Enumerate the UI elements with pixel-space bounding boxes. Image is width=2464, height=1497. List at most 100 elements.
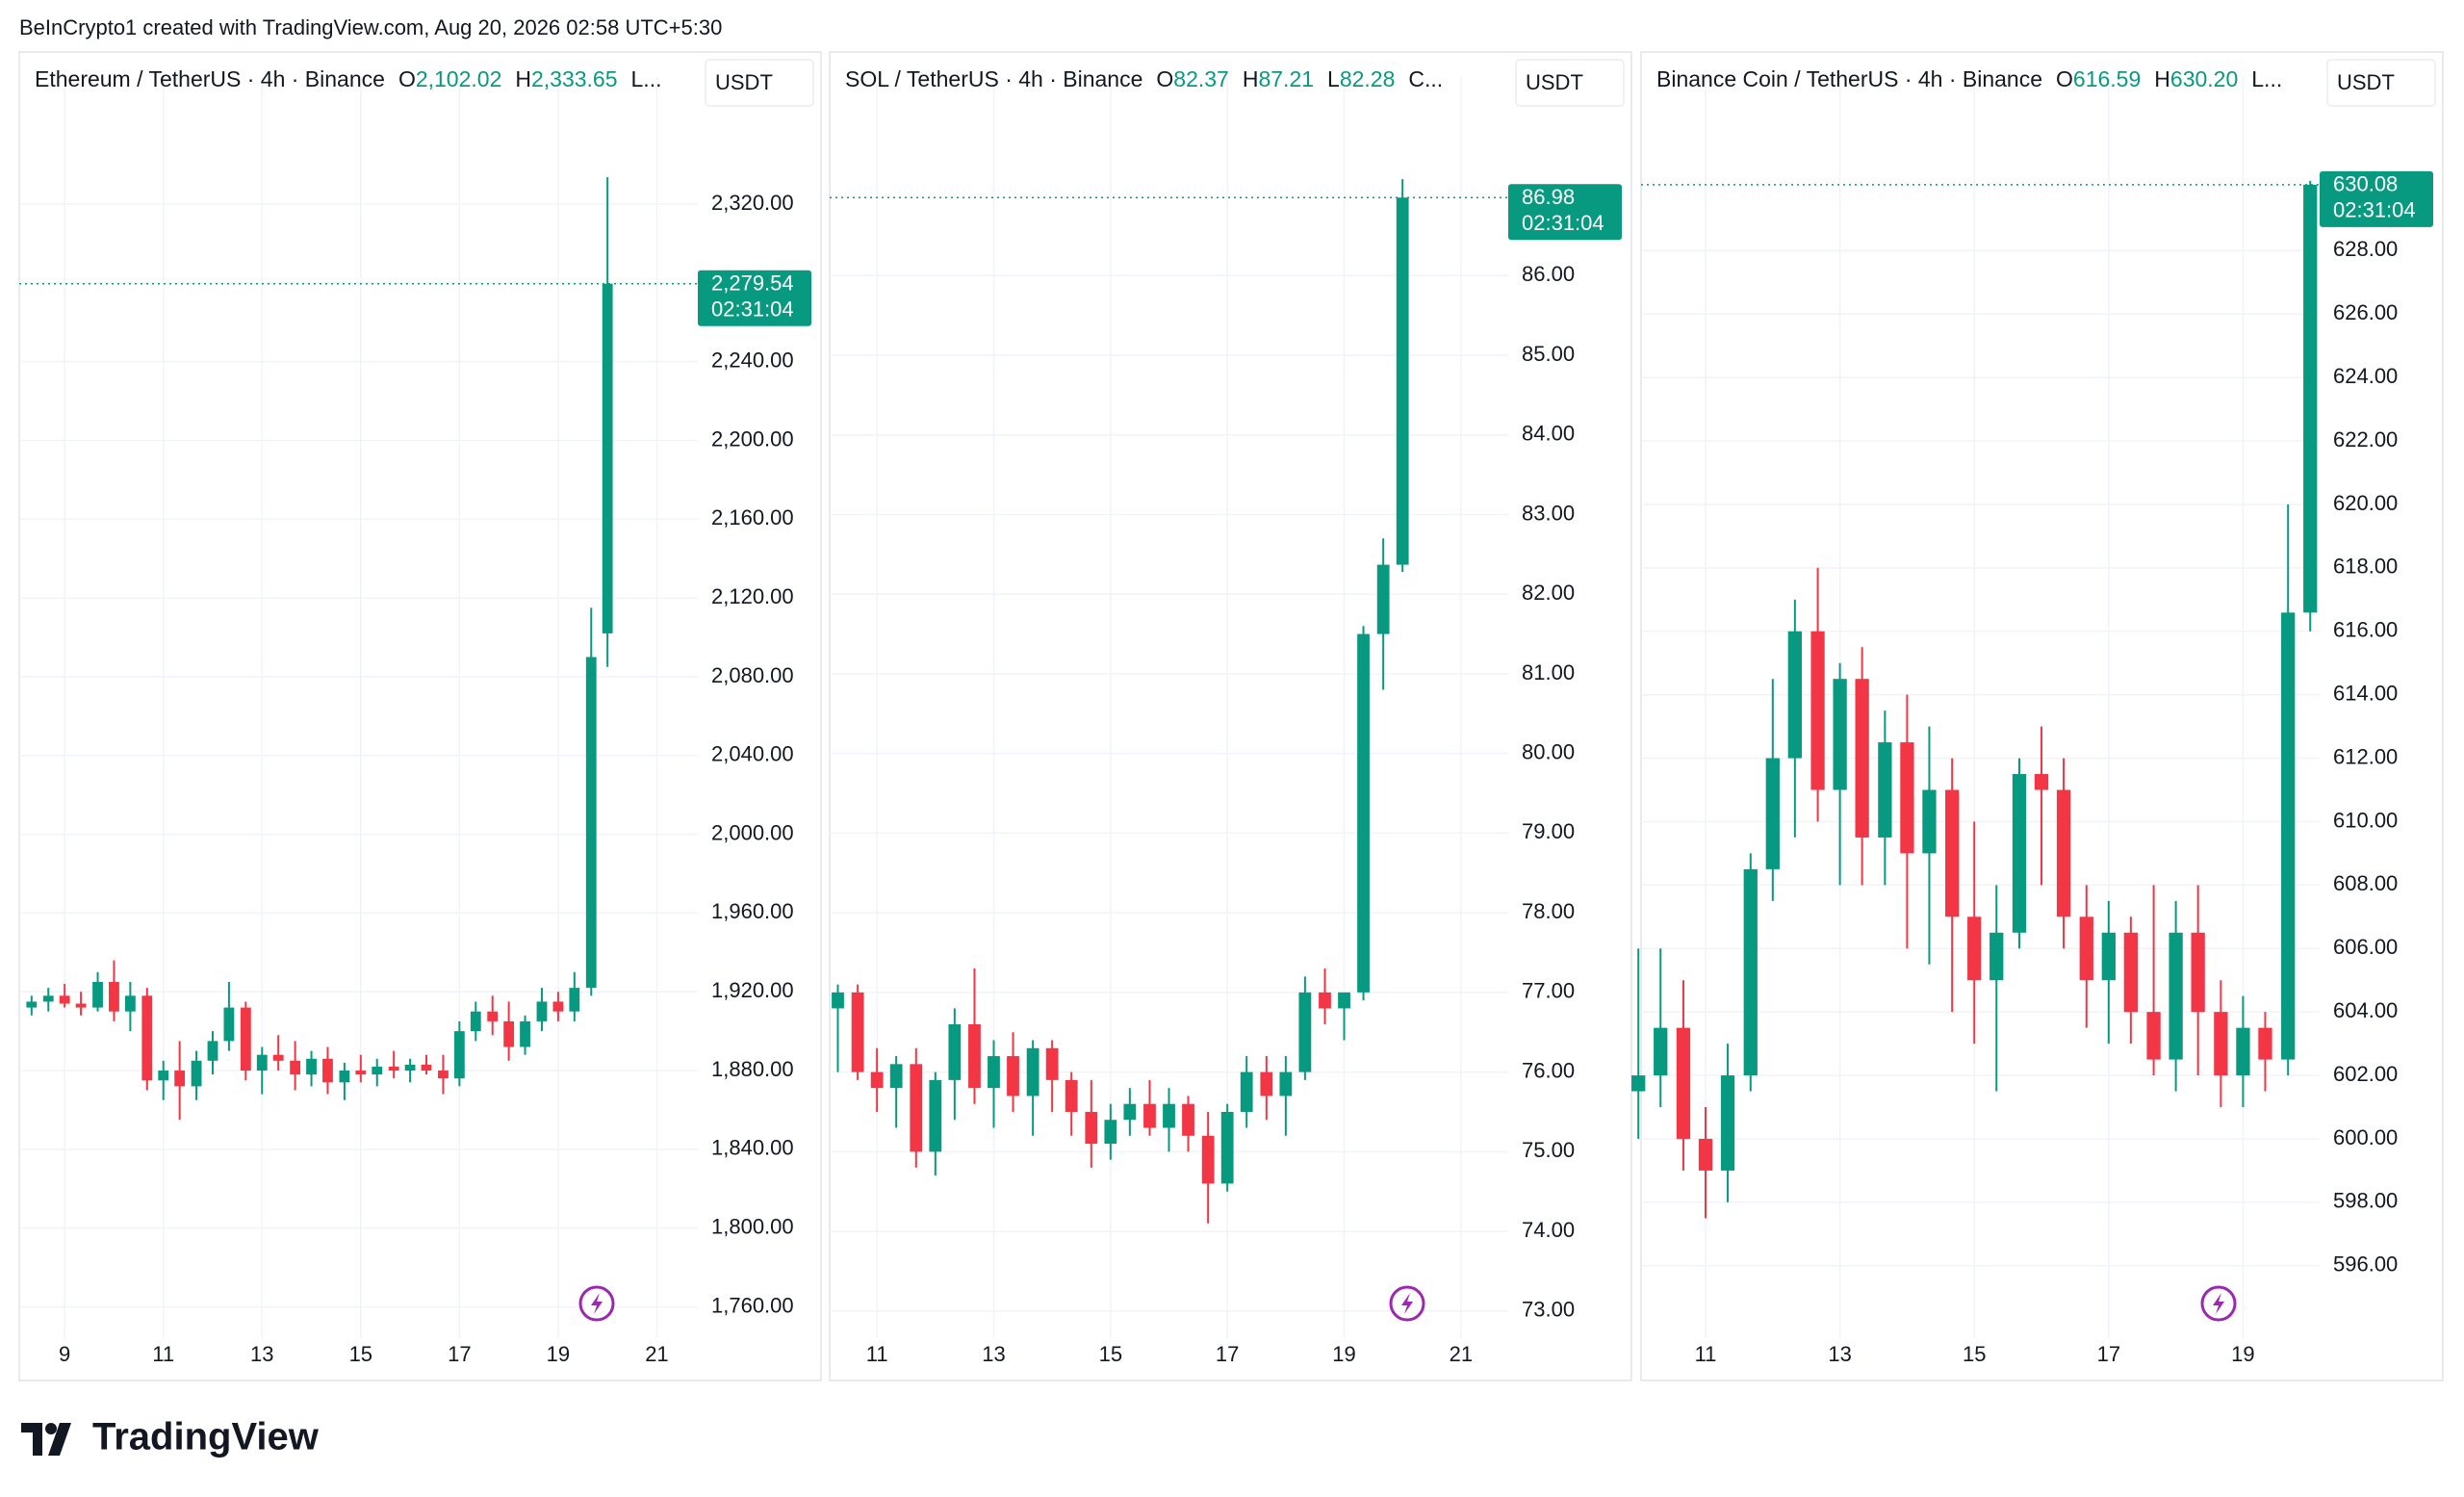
x-tick-label: 19	[1332, 1342, 1355, 1366]
x-tick-label: 19	[2231, 1342, 2254, 1366]
candle-body	[1654, 1027, 1668, 1076]
currency-box	[2326, 59, 2436, 107]
candle-body	[1182, 1103, 1194, 1136]
y-tick-label: 608.00	[2333, 871, 2398, 895]
y-tick-label: 1,800.00	[711, 1214, 794, 1238]
y-tick-label: 2,240.00	[711, 348, 794, 372]
candle-body	[256, 1054, 268, 1071]
ohlc-key: O	[398, 66, 416, 91]
candle-body	[290, 1060, 301, 1075]
candle-body	[1698, 1138, 1713, 1171]
candle-body	[109, 982, 119, 1012]
candle-body	[2169, 932, 2183, 1060]
candle-body	[1260, 1071, 1273, 1097]
ohlc-value: 2,333.65	[531, 66, 618, 91]
y-tick-label: 626.00	[2333, 300, 2398, 324]
x-tick-label: 13	[1828, 1342, 1851, 1366]
y-tick-label: 86.00	[1522, 262, 1575, 286]
y-tick-label: 81.00	[1522, 660, 1575, 684]
y-tick-label: 74.00	[1522, 1218, 1575, 1242]
countdown-label: 02:31:04	[711, 297, 794, 322]
candle-body	[1376, 564, 1390, 634]
y-tick-label: 85.00	[1522, 342, 1575, 366]
candle-body	[1026, 1047, 1040, 1097]
last-price-tag	[2320, 170, 2433, 227]
candle-body	[124, 995, 136, 1012]
ohlc-key: O	[2056, 66, 2073, 91]
currency-label: USDT	[2337, 70, 2395, 94]
candle-body	[1900, 742, 1914, 854]
y-tick-label: 612.00	[2333, 744, 2398, 768]
candle-body	[1967, 916, 1982, 981]
ohlc-key: L...	[2251, 66, 2282, 91]
symbol-title: Ethereum / TetherUS · 4h · Binance	[35, 66, 385, 91]
candle-body	[1123, 1103, 1137, 1121]
candle-body	[75, 1003, 87, 1008]
y-tick-label: 1,880.00	[711, 1057, 794, 1081]
y-tick-label: 2,200.00	[711, 426, 794, 451]
candle-body	[26, 1001, 38, 1008]
x-tick-label: 11	[1695, 1342, 1717, 1366]
candle-body	[2123, 932, 2138, 1013]
x-tick-label: 15	[1963, 1342, 1986, 1366]
y-tick-label: 624.00	[2333, 364, 2398, 388]
chart-panel: 596.00 598.00 600.00 602.00 604.00 606.00 608.…	[1631, 51, 2444, 1381]
y-tick-label: 76.00	[1522, 1058, 1575, 1082]
y-tick-label: 600.00	[2333, 1125, 2398, 1149]
symbol-title: Binance Coin / TetherUS · 4h · Binance	[1656, 66, 2042, 91]
candle-body	[2079, 916, 2093, 981]
x-tick-label: 17	[2097, 1342, 2120, 1366]
candle-body	[174, 1071, 186, 1087]
y-tick-label: 616.00	[2333, 618, 2398, 642]
symbol-header: SOL / TetherUS · 4h · Binance O82.37 H87.2…	[845, 66, 1443, 91]
y-tick-label: 620.00	[2333, 491, 2398, 515]
candle-body	[1065, 1079, 1078, 1112]
candle-body	[1220, 1111, 1234, 1184]
candle-body	[1298, 992, 1312, 1072]
candle-body	[1810, 631, 1825, 790]
y-tick-label: 610.00	[2333, 808, 2398, 832]
ohlc-key: H	[515, 66, 531, 91]
y-tick-label: 82.00	[1522, 581, 1575, 605]
y-tick-label: 75.00	[1522, 1138, 1575, 1162]
y-tick-label: 596.00	[2333, 1252, 2398, 1277]
candle-body	[388, 1066, 399, 1071]
y-tick-label: 73.00	[1522, 1298, 1575, 1322]
last-price-label: 630.08	[2333, 172, 2398, 196]
y-tick-label: 2,160.00	[711, 505, 794, 529]
y-tick-label: 618.00	[2333, 555, 2398, 579]
candle-body	[2034, 774, 2049, 790]
y-tick-label: 80.00	[1522, 739, 1575, 763]
candle-body	[832, 992, 844, 1009]
x-tick-label: 21	[645, 1342, 668, 1366]
y-tick-label: 628.00	[2333, 237, 2398, 261]
lightning-bolt	[591, 1293, 603, 1314]
ohlc-key: L	[1327, 66, 1340, 91]
candle-body	[1338, 992, 1350, 1009]
y-tick-label: 84.00	[1522, 422, 1575, 446]
x-tick-label: 11	[866, 1342, 888, 1366]
x-tick-label: 17	[1216, 1342, 1239, 1366]
candle-body	[2214, 1012, 2228, 1076]
candle-body	[602, 283, 613, 633]
currency-box	[705, 59, 814, 107]
credit-line: BeInCrypto1 created with TradingView.com…	[19, 15, 722, 39]
candle-body	[1743, 868, 1758, 1076]
x-tick-label: 21	[1450, 1342, 1473, 1366]
candle-body	[552, 1001, 564, 1012]
ohlc-value: 2,102.02	[416, 66, 502, 91]
y-tick-label: 1,920.00	[711, 978, 794, 1002]
ohlc-value: 630.20	[2170, 66, 2238, 91]
candle-body	[272, 1054, 284, 1061]
y-tick-label: 2,320.00	[711, 191, 794, 215]
candle-body	[569, 988, 580, 1012]
candle-body	[1104, 1120, 1117, 1145]
candle-body	[1201, 1135, 1215, 1184]
chart-panel: 1,760.00 1,800.00 1,840.00 1,880.00 1,920.00…	[18, 51, 822, 1381]
ohlc-key: H	[2154, 66, 2170, 91]
candle-body	[1765, 758, 1780, 869]
candle-body	[948, 1023, 962, 1080]
candle-body	[1855, 679, 1869, 838]
candle-body	[404, 1064, 416, 1071]
